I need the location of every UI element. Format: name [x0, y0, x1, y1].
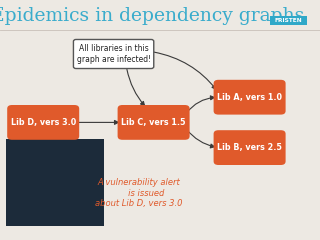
FancyArrowPatch shape [187, 96, 214, 113]
FancyBboxPatch shape [74, 39, 154, 69]
Text: A vulnerability alert
     is issued
about Lib D, vers 3.0: A vulnerability alert is issued about Li… [95, 178, 183, 208]
FancyArrowPatch shape [127, 69, 145, 106]
FancyArrowPatch shape [77, 120, 118, 124]
FancyArrowPatch shape [154, 52, 216, 89]
Text: All libraries in this
graph are infected!: All libraries in this graph are infected… [76, 44, 151, 64]
Text: Lib A, vers 1.0: Lib A, vers 1.0 [217, 93, 282, 102]
Text: Lib C, vers 1.5: Lib C, vers 1.5 [121, 118, 186, 127]
FancyBboxPatch shape [214, 130, 285, 165]
Text: Lib B, vers 2.5: Lib B, vers 2.5 [217, 143, 282, 152]
FancyBboxPatch shape [7, 105, 79, 140]
Text: FRISTEN: FRISTEN [275, 18, 303, 23]
Text: Lib D, vers 3.0: Lib D, vers 3.0 [11, 118, 76, 127]
FancyBboxPatch shape [214, 80, 285, 115]
FancyBboxPatch shape [6, 139, 104, 226]
Text: Epidemics in dependency graphs: Epidemics in dependency graphs [0, 7, 304, 25]
FancyBboxPatch shape [270, 16, 307, 25]
FancyArrowPatch shape [187, 129, 214, 148]
FancyBboxPatch shape [117, 105, 189, 140]
